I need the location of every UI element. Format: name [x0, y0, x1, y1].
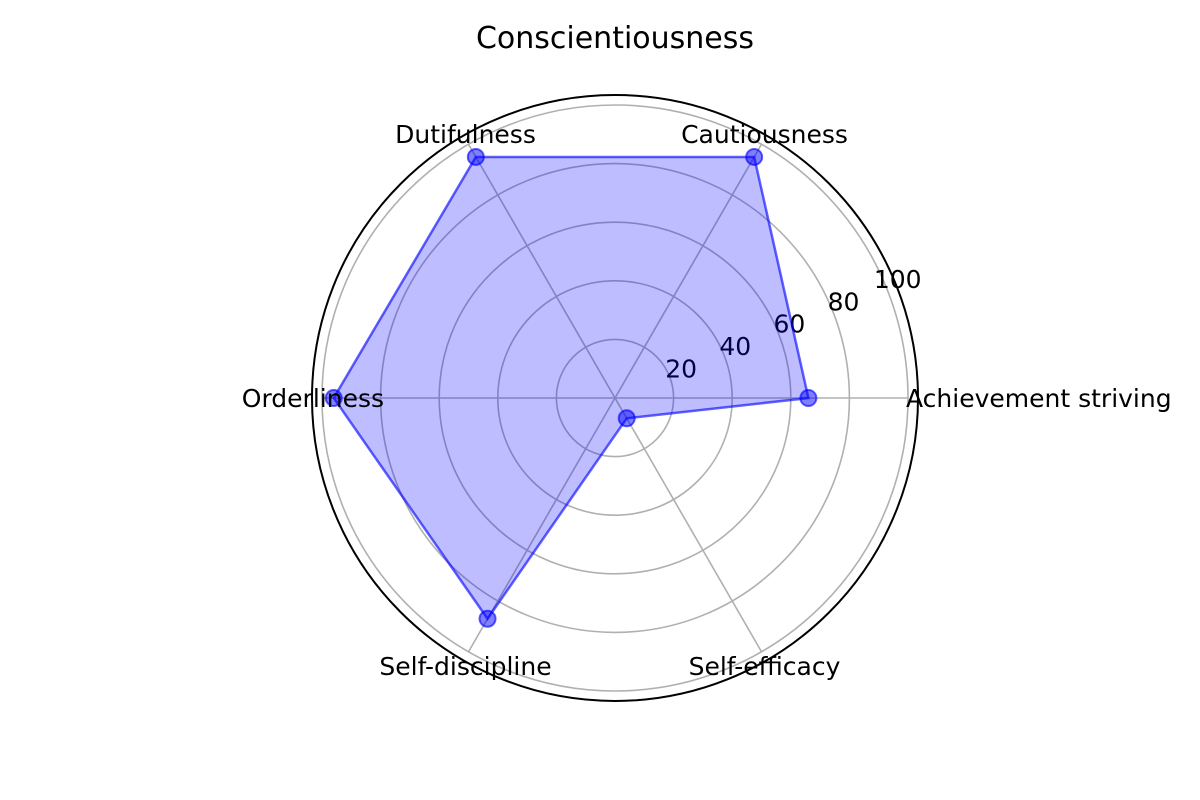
- r-tick-label: 20: [665, 355, 697, 384]
- data-point: [324, 389, 343, 407]
- series-area: [332, 155, 810, 621]
- data-point: [478, 609, 497, 628]
- category-label: Self-discipline: [379, 652, 551, 681]
- r-tick-label: 80: [828, 287, 860, 316]
- data-point: [466, 147, 485, 166]
- data-point: [745, 147, 764, 166]
- category-label: Dutifulness: [395, 120, 536, 149]
- grid-spoke: [467, 143, 616, 399]
- data-point: [799, 389, 818, 407]
- category-label: Cautiousness: [681, 120, 848, 149]
- chart-title: Conscientiousness: [476, 21, 754, 56]
- category-label: Achievement striving: [906, 384, 1172, 413]
- category-labels: Achievement striving Cautiousness Dutifuln…: [242, 120, 1172, 681]
- grid-spoke: [614, 143, 763, 399]
- grid-spoke: [614, 397, 763, 653]
- polar-frame: [311, 94, 919, 702]
- r-tick-label: 40: [719, 332, 751, 361]
- category-label: Orderliness: [242, 384, 384, 413]
- r-tick-label: 100: [874, 265, 922, 294]
- radar-series: [324, 147, 818, 628]
- category-label: Self-efficacy: [689, 652, 841, 681]
- data-point: [617, 409, 636, 428]
